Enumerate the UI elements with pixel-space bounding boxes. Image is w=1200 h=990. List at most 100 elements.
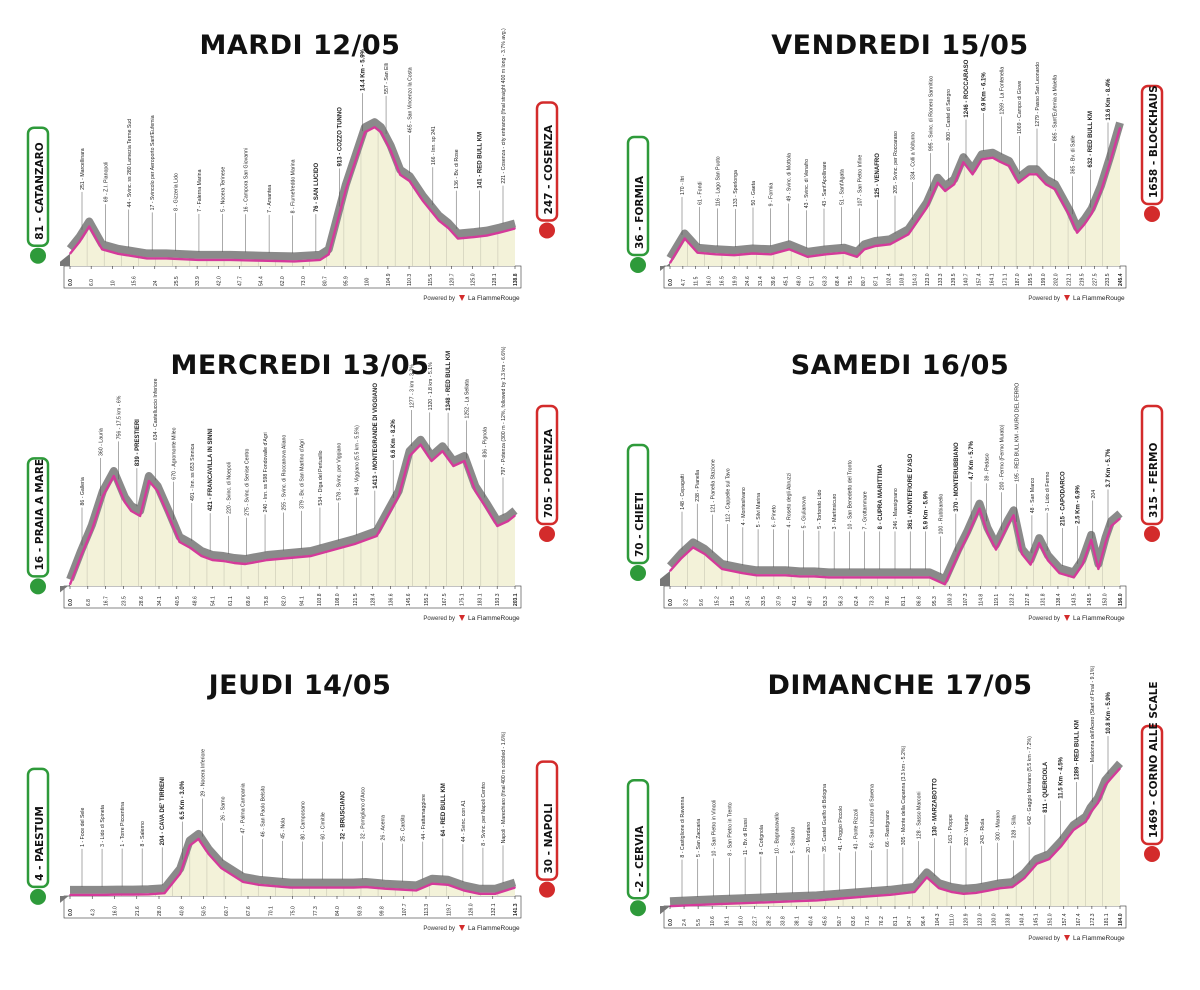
start-label: 70 - CHIETI <box>634 492 646 557</box>
x-tick-label: 56.3 <box>839 596 845 606</box>
x-tick-label: 48.7 <box>808 596 814 606</box>
profile-point <box>310 555 312 557</box>
annotation-label: 3 - Lido di Spineta <box>100 805 106 847</box>
x-tick-label: 4.3 <box>90 909 96 916</box>
profile-point <box>986 531 989 534</box>
sky-mask <box>670 406 1120 585</box>
profile-point <box>1104 784 1107 786</box>
profile-area <box>70 127 515 266</box>
brand-name: La FlammeRouge <box>1073 295 1125 302</box>
profile-point <box>222 560 225 562</box>
profile-point <box>288 557 290 559</box>
annotation-label: 20 - Mordano <box>806 822 812 853</box>
x-tick-label: 16.5 <box>719 276 725 286</box>
x-tick-label: 37.9 <box>777 596 783 606</box>
x-tick-label: 0.0 <box>68 909 74 916</box>
profile-point <box>840 897 842 900</box>
profile-point <box>913 891 916 893</box>
x-tick-label: 21.6 <box>135 906 141 916</box>
profile-point <box>514 227 516 230</box>
x-tick-label: 128.4 <box>371 593 377 606</box>
annotation-label: 491 - Inn. ss 653 Sinnica <box>190 444 196 501</box>
x-tick-label: 16.7 <box>104 596 110 606</box>
annotation-label: 6.9 Km - 6.1% <box>982 72 988 111</box>
profile-point <box>293 260 296 263</box>
annotation-label: 76 - SAN LUCIDO <box>314 162 320 212</box>
profile-point <box>474 490 477 492</box>
annotation-label: 136 - Bv. di Rose <box>454 149 460 189</box>
annotation-label: 44 - Svinc. con A1 <box>461 800 467 842</box>
annotation-label: 133 - Sperlonga <box>733 170 739 207</box>
stage-title: DIMANCHE 17/05 <box>767 670 1033 701</box>
x-tick-label: 63.6 <box>851 916 857 926</box>
start-badge <box>26 767 50 889</box>
x-tick-label: 33.9 <box>195 276 201 286</box>
start-icon <box>30 247 46 264</box>
x-tick-label: 202.0 <box>1054 273 1060 286</box>
annotation-label: 10 - San Benedetto del Tronto <box>847 460 853 529</box>
profile-point <box>514 886 516 889</box>
x-tick-label: 57.1 <box>809 276 815 286</box>
annotation-label: 811 - QUERCIOLA <box>1043 761 1049 813</box>
x-tick-label: 164.1 <box>989 273 995 286</box>
profile-point <box>1058 572 1061 574</box>
profile-point <box>962 161 965 163</box>
start-icon <box>30 888 46 905</box>
profile-point <box>799 575 801 578</box>
profile-point <box>496 525 499 527</box>
annotation-label: 116 - Lago San Puoto <box>716 156 722 206</box>
x-tick-label: 139.5 <box>951 273 957 286</box>
profile-point <box>319 259 321 261</box>
x-tick-label: 119.7 <box>446 904 452 916</box>
profile-area <box>670 768 1120 907</box>
annotation-label: 305 - Monte della Capanna (3.3 km - 5.2%… <box>901 746 907 846</box>
profile-point <box>397 495 400 497</box>
x-tick-label: 16.1 <box>724 916 730 926</box>
x-tick-label: 133.8 <box>1006 913 1012 926</box>
annotation-label: 1269 - La Fontenella <box>1000 67 1006 115</box>
profile-point <box>494 892 496 895</box>
profile-point <box>233 562 236 564</box>
finish-label: 1469 - CORNO ALLE SCALE <box>1148 681 1160 838</box>
annotation-label: 632 - RED BULL KM <box>1088 111 1094 168</box>
profile-point <box>211 559 214 561</box>
x-tick-label: 5.5 <box>696 919 702 926</box>
profile-point <box>327 253 330 256</box>
profile-point <box>1109 161 1111 163</box>
annotation-label: 360 - Lauria <box>98 428 104 456</box>
annotation-label: 8 - Svinc. per Napoli Centro <box>481 782 487 846</box>
profile-point <box>165 257 167 260</box>
terrain-ridge <box>66 118 517 261</box>
axis-band <box>63 585 522 609</box>
stage-panel-tuesday: MARDI 12/05 251 - Marcellinara 69 - Z.I. … <box>10 28 590 350</box>
profile-point <box>721 568 723 570</box>
terrain-ridge <box>70 829 517 894</box>
x-tick-label: 133.3 <box>938 273 944 286</box>
annotation-label: 797 - Potenza (300 m - 12%, followed by … <box>501 346 507 475</box>
annotation-label: 46 - San Paolo Belsito <box>260 786 266 837</box>
annotation-label: 51 - Sant'Agata <box>840 169 846 205</box>
x-tick-label: 140.4 <box>1020 913 1026 926</box>
profile-point <box>871 576 873 579</box>
start-icon <box>630 565 646 581</box>
x-tick-label: 28.6 <box>139 596 145 606</box>
profile-point <box>242 881 245 883</box>
brand-name: La FlammeRouge <box>468 615 520 622</box>
annotation-label: 465 - San Vincenzo la Costa <box>407 67 413 133</box>
x-tick-label: 82.0 <box>282 596 288 606</box>
profile-point <box>139 515 141 517</box>
flamme-rouge-icon <box>1064 935 1070 941</box>
x-tick-label: 62.0 <box>280 276 286 286</box>
profile-point <box>966 535 968 538</box>
x-tick-label: 143.5 <box>1071 593 1077 606</box>
x-tick-label: 95.3 <box>932 596 938 606</box>
x-tick-label: 50.5 <box>202 906 208 916</box>
annotation-label: 17 - Svincolo per Aeroporto Sant'Eufemia <box>150 115 156 210</box>
profile-point <box>69 252 71 255</box>
x-tick-label: 78.6 <box>885 596 891 606</box>
x-tick-label: 84.0 <box>335 906 341 916</box>
profile-point <box>733 254 735 256</box>
profile-point <box>375 535 378 537</box>
profile-point <box>1029 563 1032 566</box>
annotation-label: 240 - Inn. ss 598 Fondovalle d'Agri <box>263 432 269 512</box>
